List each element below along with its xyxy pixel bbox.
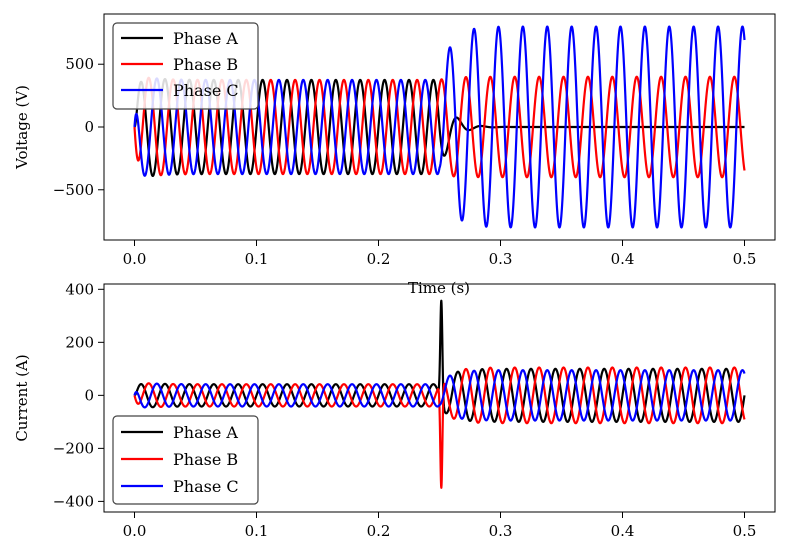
voltage-trace-phase-b bbox=[133, 75, 746, 179]
current-trace-phase-a bbox=[133, 299, 746, 423]
voltage-y-axis-title: Voltage (V) bbox=[13, 85, 31, 170]
voltage-x-ticks: 0.0 0.1 0.2 0.3 0.4 0.5 bbox=[123, 240, 757, 268]
voltage-legend-label-a: Phase A bbox=[173, 29, 238, 48]
current-plot-frame bbox=[103, 283, 776, 513]
voltage-legend-label-b: Phase B bbox=[173, 55, 238, 74]
voltage-x-tick-label: 0.4 bbox=[611, 250, 635, 268]
current-x-tick-label: 0.0 bbox=[123, 522, 147, 540]
current-x-tick-label: 0.4 bbox=[611, 522, 635, 540]
current-traces bbox=[133, 299, 746, 489]
current-legend-box bbox=[112, 415, 259, 505]
voltage-legend-label-c: Phase C bbox=[173, 81, 239, 100]
current-y-tick-label: 400 bbox=[65, 280, 94, 298]
voltage-panel: 0.0 0.1 0.2 0.3 0.4 0.5 −500 0 500 Time (s) Vol… bbox=[13, 13, 776, 297]
current-x-tick-label: 0.5 bbox=[733, 522, 757, 540]
voltage-legend: Phase A Phase B Phase C bbox=[112, 22, 259, 110]
current-x-tick-label: 0.3 bbox=[489, 522, 513, 540]
voltage-y-tick-label: 500 bbox=[65, 55, 94, 73]
voltage-x-tick-label: 0.2 bbox=[367, 250, 391, 268]
current-y-axis-title: Current (A) bbox=[13, 354, 31, 441]
voltage-x-axis-title: Time (s) bbox=[408, 279, 470, 297]
current-x-tick-label: 0.1 bbox=[245, 522, 269, 540]
current-trace-phase-b bbox=[133, 366, 746, 489]
current-legend: Phase A Phase B Phase C bbox=[112, 415, 259, 505]
voltage-y-tick-label: 0 bbox=[84, 118, 94, 136]
voltage-x-tick-label: 0.0 bbox=[123, 250, 147, 268]
voltage-x-tick-label: 0.5 bbox=[733, 250, 757, 268]
voltage-y-ticks: −500 0 500 bbox=[53, 55, 104, 199]
current-y-tick-label: −400 bbox=[53, 492, 94, 510]
current-panel: 0.0 0.1 0.2 0.3 0.4 0.5 −400 −200 0 200 400 Curre… bbox=[13, 280, 776, 540]
current-y-ticks: −400 −200 0 200 400 bbox=[53, 280, 104, 510]
current-legend-label-a: Phase A bbox=[173, 423, 238, 442]
voltage-y-tick-label: −500 bbox=[53, 181, 94, 199]
voltage-trace-phase-c bbox=[133, 25, 746, 229]
current-x-tick-label: 0.2 bbox=[367, 522, 391, 540]
current-y-tick-label: 0 bbox=[84, 386, 94, 404]
voltage-legend-box bbox=[112, 22, 259, 110]
current-trace-phase-c bbox=[133, 369, 746, 422]
current-y-tick-label: −200 bbox=[53, 439, 94, 457]
voltage-x-tick-label: 0.3 bbox=[489, 250, 513, 268]
current-legend-label-c: Phase C bbox=[173, 477, 239, 496]
current-x-ticks: 0.0 0.1 0.2 0.3 0.4 0.5 bbox=[123, 512, 757, 540]
current-y-tick-label: 200 bbox=[65, 333, 94, 351]
voltage-x-tick-label: 0.1 bbox=[245, 250, 269, 268]
current-legend-label-b: Phase B bbox=[173, 450, 238, 469]
